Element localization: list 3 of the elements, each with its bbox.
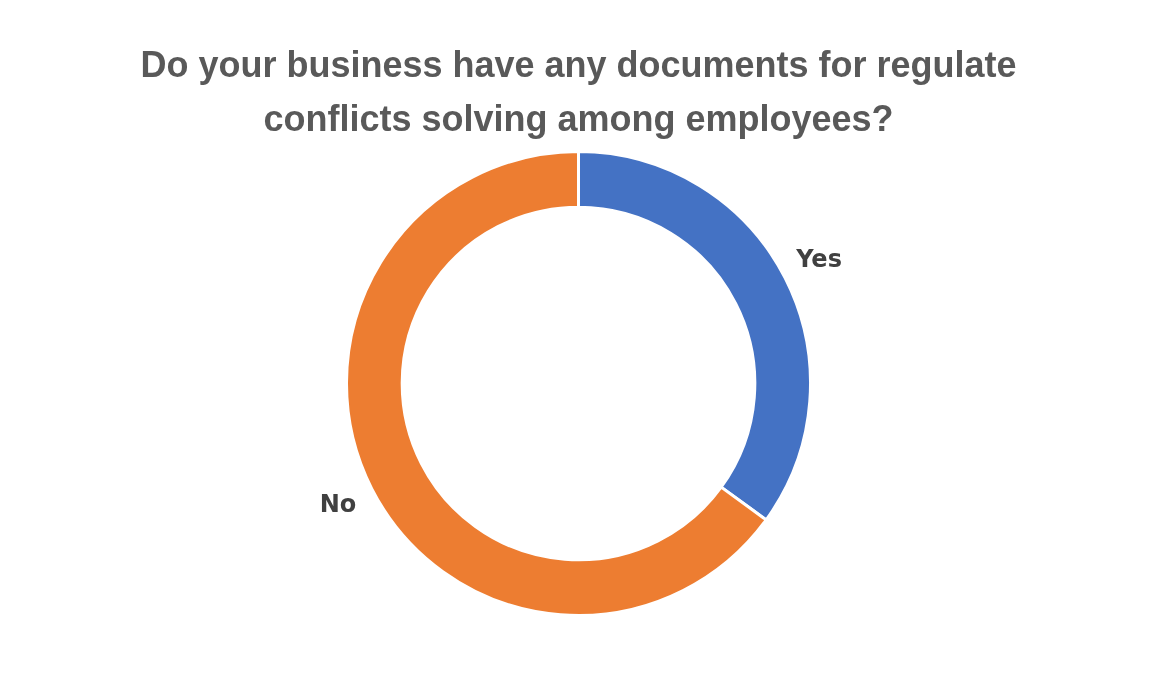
slice-label: Yes — [795, 245, 842, 274]
chart-title: Do your business have any documents for regulate conflicts solving among employees? — [139, 43, 1018, 141]
slice-label: No — [319, 490, 357, 519]
